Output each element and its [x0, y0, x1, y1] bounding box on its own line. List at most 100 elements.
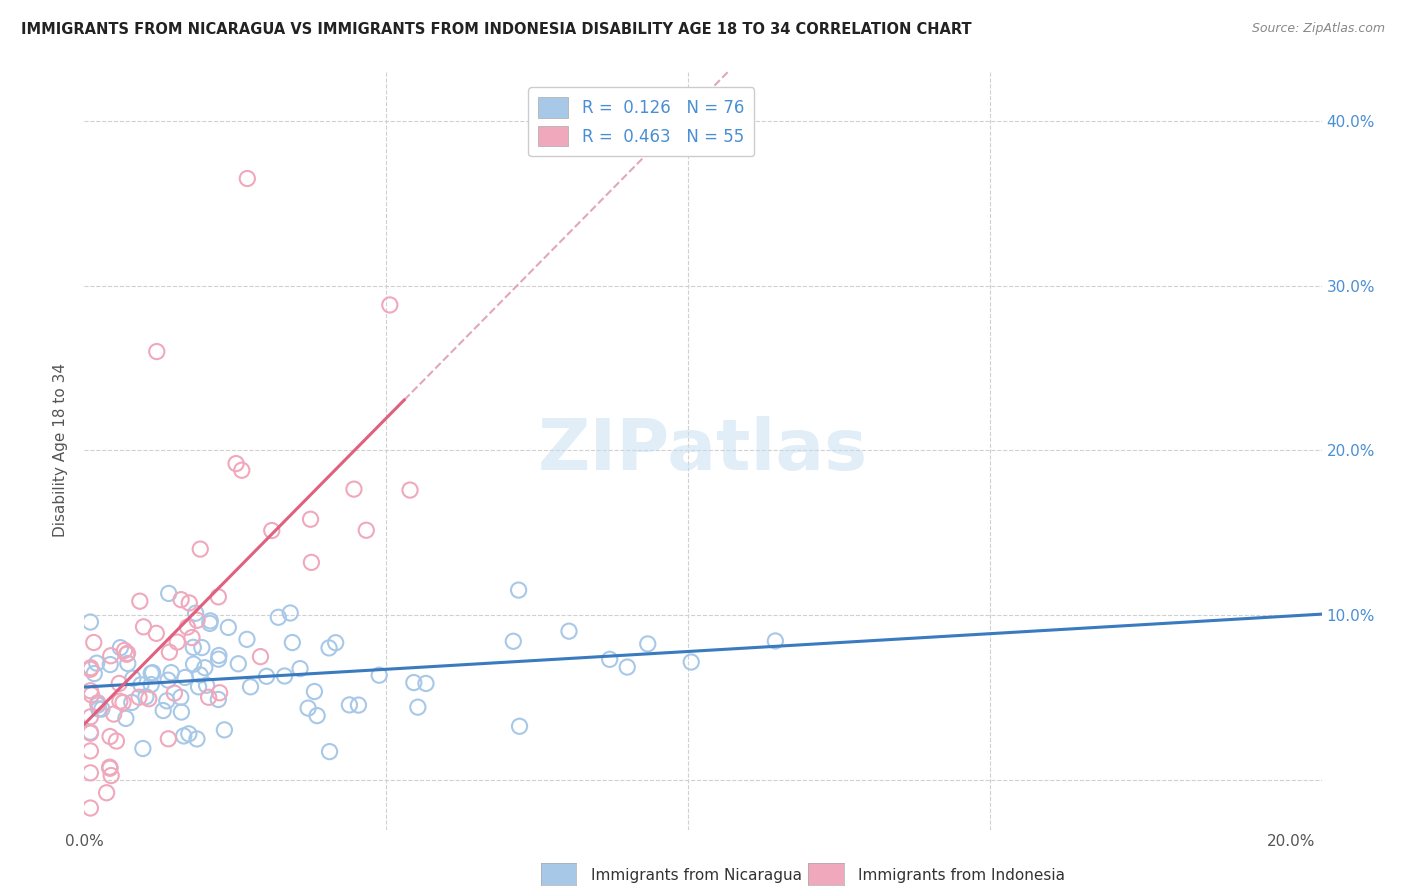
Point	[100, 648, 122, 663]
Point	[174, 670, 197, 684]
Point	[157, 673, 180, 688]
Point	[132, 741, 155, 756]
Point	[297, 701, 319, 715]
Point	[186, 613, 208, 627]
Point	[200, 614, 222, 628]
Text: Immigrants from Indonesia: Immigrants from Indonesia	[858, 869, 1064, 883]
Point	[145, 626, 167, 640]
Point	[236, 171, 259, 186]
Point	[198, 616, 221, 631]
Point	[98, 730, 121, 744]
Point	[128, 690, 150, 705]
Point	[79, 726, 101, 740]
Point	[207, 692, 229, 706]
Point	[191, 640, 214, 655]
Point	[307, 708, 329, 723]
Point	[197, 690, 219, 705]
Point	[278, 606, 301, 620]
Point	[166, 635, 188, 649]
Point	[186, 731, 208, 746]
Point	[176, 620, 198, 634]
Point	[128, 594, 150, 608]
Point	[299, 555, 322, 569]
Point	[141, 666, 163, 681]
Point	[179, 596, 201, 610]
Point	[170, 690, 193, 705]
Point	[187, 680, 209, 694]
Point	[325, 636, 347, 650]
Point	[267, 610, 290, 624]
Point	[226, 657, 249, 671]
Point	[181, 640, 204, 655]
Point	[299, 512, 322, 526]
Point	[157, 645, 180, 659]
Point	[90, 702, 112, 716]
Point	[318, 640, 340, 655]
Point	[170, 705, 193, 719]
Point	[304, 684, 326, 698]
Point	[79, 765, 101, 780]
Point	[208, 648, 231, 663]
Point	[100, 768, 122, 782]
Point	[79, 725, 101, 739]
Point	[79, 662, 101, 676]
Point	[79, 744, 101, 758]
Point	[415, 676, 437, 690]
Point	[225, 457, 247, 471]
Point	[86, 656, 108, 670]
Point	[98, 761, 121, 775]
Point	[239, 680, 262, 694]
Point	[214, 723, 236, 737]
Point	[502, 634, 524, 648]
Point	[343, 482, 366, 496]
Point	[509, 719, 531, 733]
Point	[406, 700, 429, 714]
Point	[616, 660, 638, 674]
Point	[231, 463, 253, 477]
Text: Immigrants from Nicaragua: Immigrants from Nicaragua	[591, 869, 801, 883]
Point	[87, 698, 110, 712]
Point	[163, 686, 186, 700]
Point	[108, 694, 131, 708]
Text: IMMIGRANTS FROM NICARAGUA VS IMMIGRANTS FROM INDONESIA DISABILITY AGE 18 TO 34 C: IMMIGRANTS FROM NICARAGUA VS IMMIGRANTS …	[21, 22, 972, 37]
Point	[160, 665, 183, 680]
Point	[599, 652, 621, 666]
Point	[114, 643, 136, 657]
Point	[122, 671, 145, 685]
Point	[508, 583, 530, 598]
Point	[173, 729, 195, 743]
Point	[318, 745, 340, 759]
Point	[115, 711, 138, 725]
Point	[156, 694, 179, 708]
Point	[249, 649, 271, 664]
Point	[217, 620, 239, 634]
Point	[98, 761, 121, 775]
Point	[256, 669, 278, 683]
Point	[96, 786, 118, 800]
Point	[98, 657, 121, 672]
Point	[399, 483, 422, 497]
Point	[236, 632, 259, 647]
Point	[207, 590, 229, 604]
Point	[183, 657, 205, 672]
Point	[157, 586, 180, 600]
Point	[637, 637, 659, 651]
Point	[152, 704, 174, 718]
Point	[141, 677, 163, 691]
Point	[79, 615, 101, 629]
Point	[132, 620, 155, 634]
Point	[273, 669, 295, 683]
Point	[763, 634, 786, 648]
Point	[115, 647, 138, 661]
Point	[177, 727, 200, 741]
Text: Source: ZipAtlas.com: Source: ZipAtlas.com	[1251, 22, 1385, 36]
Point	[208, 686, 231, 700]
Point	[79, 801, 101, 815]
Point	[83, 635, 105, 649]
Point	[170, 592, 193, 607]
Point	[138, 691, 160, 706]
Point	[347, 698, 370, 712]
Point	[105, 734, 128, 748]
Point	[281, 635, 304, 649]
Point	[83, 666, 105, 681]
